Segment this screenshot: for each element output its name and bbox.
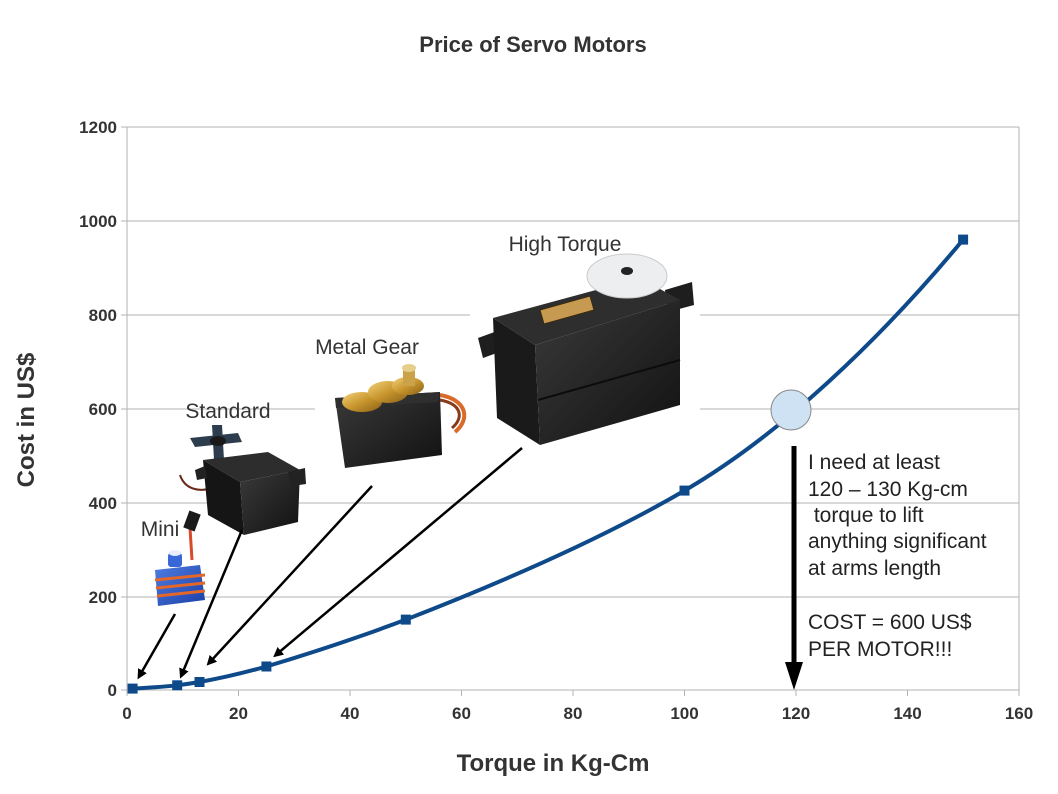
annotation-note: I need at least 120 – 130 Kg-cm torque t…: [808, 451, 987, 661]
y-tick-label: 1200: [79, 118, 117, 137]
data-point[interactable]: [194, 677, 205, 687]
metal-gear-label: Metal Gear: [315, 336, 419, 359]
cost-line: PER MOTOR!!!: [808, 638, 952, 661]
cost-line: COST = 600 US$: [808, 611, 972, 634]
x-axis: 0 20 40 60 80 100 120 140 160: [122, 690, 1033, 723]
x-tick-label: 60: [452, 704, 471, 723]
data-point[interactable]: [261, 661, 272, 672]
y-tick-label: 600: [89, 400, 117, 419]
x-tick-label: 0: [122, 704, 131, 723]
y-axis: 0 200 400 600 800 1000 1200: [79, 118, 127, 700]
note-line: at arms length: [808, 557, 941, 580]
x-tick-label: 80: [564, 704, 583, 723]
x-tick-label: 120: [782, 704, 810, 723]
mini-label: Mini: [141, 518, 180, 541]
note-line: torque to lift: [808, 504, 924, 527]
x-axis-title: Torque in Kg-Cm: [457, 750, 650, 777]
standard-label: Standard: [185, 400, 270, 423]
highlight-circle: [770, 389, 812, 431]
pointer-arrows: [137, 447, 523, 680]
series-markers: [127, 234, 969, 694]
x-tick-label: 140: [893, 704, 921, 723]
x-tick-label: 100: [670, 704, 698, 723]
mini-servo-image: [154, 510, 206, 606]
high-torque-servo-image: [470, 253, 700, 450]
data-point[interactable]: [400, 614, 411, 625]
note-line: anything significant: [808, 530, 987, 553]
data-point[interactable]: [679, 485, 690, 496]
x-tick-label: 20: [229, 704, 248, 723]
series-line: [132, 238, 965, 691]
y-tick-label: 800: [89, 306, 117, 325]
data-point[interactable]: [172, 680, 183, 691]
y-tick-label: 1000: [79, 212, 117, 231]
high-torque-label: High Torque: [509, 233, 622, 256]
chart-title: Price of Servo Motors: [419, 32, 646, 57]
y-axis-title: Cost in US$: [13, 352, 40, 487]
data-point[interactable]: [958, 234, 969, 245]
x-tick-label: 160: [1005, 704, 1033, 723]
metal-gear-servo-image: [315, 362, 470, 472]
y-tick-label: 0: [108, 681, 117, 700]
x-tick-label: 40: [341, 704, 360, 723]
y-tick-label: 200: [89, 588, 117, 607]
note-line: I need at least: [808, 451, 940, 474]
data-point[interactable]: [127, 683, 138, 694]
note-line: 120 – 130 Kg-cm: [808, 478, 968, 501]
standard-servo-image: [179, 425, 306, 535]
down-arrow: [785, 446, 803, 690]
y-tick-label: 400: [89, 494, 117, 513]
